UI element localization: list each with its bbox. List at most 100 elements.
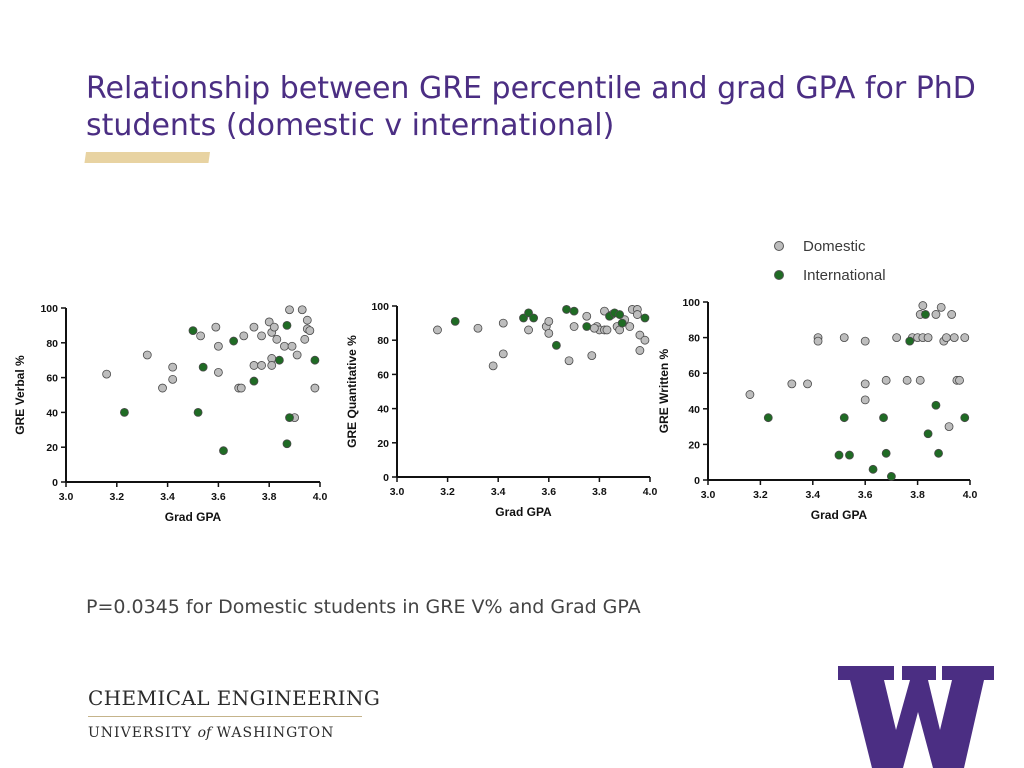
department-wordmark: CHEMICAL ENGINEERING UNIVERSITY of WASHI… [88, 686, 381, 741]
domestic-point [142, 350, 152, 360]
domestic-point [936, 302, 946, 312]
domestic-point [267, 361, 277, 370]
domestic-point [280, 341, 289, 351]
x-axis-title: Grad GPA [811, 508, 868, 522]
domestic-point [635, 346, 645, 355]
domestic-point [881, 375, 891, 385]
domestic-point [196, 331, 206, 341]
international-point [562, 305, 571, 314]
x-tick-label: 3.8 [262, 491, 277, 503]
domestic-point [473, 323, 483, 333]
y-tick-label: 0 [52, 477, 58, 489]
y-tick-label: 80 [46, 338, 58, 350]
domestic-point [942, 333, 951, 343]
x-tick-label: 3.8 [910, 489, 925, 501]
domestic-point [839, 333, 849, 343]
domestic-point [433, 325, 442, 335]
international-point [887, 472, 896, 481]
y-tick-label: 80 [377, 335, 389, 347]
gre-verbal-chart: 0 20 40 60 80 100 3.0 3.2 3.4 3.6 3.8 4.0 Grad GPA GR… [13, 303, 327, 524]
x-axis-title: Grad GPA [165, 510, 222, 524]
x-tick-label: 3.0 [701, 489, 716, 501]
domestic-point [949, 333, 959, 343]
x-tick-label: 3.4 [491, 486, 506, 498]
domestic-point [305, 326, 315, 336]
domestic-point [955, 375, 964, 385]
domestic-point [498, 318, 508, 328]
international-point [282, 320, 292, 330]
domestic-point [564, 356, 574, 366]
domestic-point [931, 310, 941, 319]
international-point [881, 448, 891, 458]
international-point [615, 310, 625, 319]
domestic-point [960, 333, 970, 343]
domestic-point [158, 383, 167, 393]
y-tick-label: 80 [688, 333, 700, 345]
international-point [934, 448, 943, 458]
international-point [285, 413, 294, 423]
y-tick-label: 20 [688, 439, 700, 451]
x-tick-label: 3.0 [59, 491, 74, 503]
domestic-point [236, 383, 246, 393]
y-tick-label: 40 [46, 407, 58, 419]
slide-title: Relationship between GRE percentile and … [86, 71, 976, 143]
x-tick-label: 3.2 [753, 489, 768, 501]
legend-item-domestic: Domestic [770, 236, 886, 256]
y-tick-label: 0 [383, 472, 389, 484]
domestic-point [892, 333, 902, 343]
domestic-point [860, 379, 870, 389]
domestic-point [310, 383, 320, 393]
international-point [923, 429, 933, 439]
y-tick-label: 40 [688, 404, 700, 416]
domestic-point [787, 379, 797, 389]
domestic-point [587, 351, 597, 360]
domestic-point [625, 322, 635, 331]
gre-written-chart: 0 20 40 60 80 100 3.0 3.2 3.4 3.6 3.8 4.0 Grad GPA GR… [657, 297, 977, 522]
gre-quantitative-chart: 0 20 40 60 80 100 3.0 3.2 3.4 3.6 3.8 4.0 Grad GPA GR… [345, 301, 657, 519]
domestic-point [632, 310, 642, 319]
chart-legend: Domestic International [770, 236, 886, 294]
international-point [282, 439, 292, 449]
international-point [905, 336, 915, 346]
y-tick-label: 60 [377, 369, 389, 381]
international-point [529, 313, 539, 323]
domestic-point [211, 322, 221, 332]
international-point [274, 355, 284, 365]
y-tick-label: 100 [682, 297, 700, 309]
domestic-point [239, 331, 249, 341]
domestic-point [860, 336, 870, 346]
international-point [198, 362, 208, 372]
domestic-point [292, 350, 302, 360]
international-point [834, 450, 844, 460]
domestic-point [602, 325, 612, 335]
university-name: UNIVERSITY of WASHINGTON [88, 725, 362, 741]
university-name-end: WASHINGTON [211, 725, 335, 741]
x-tick-label: 4.0 [643, 486, 658, 498]
domestic-point [915, 375, 925, 385]
domestic-point [745, 390, 755, 399]
y-tick-label: 40 [377, 404, 389, 416]
x-axis-title: Grad GPA [495, 505, 552, 519]
international-point [188, 326, 198, 336]
international-point [845, 450, 854, 460]
x-tick-label: 3.8 [592, 486, 607, 498]
domestic-point [297, 305, 307, 315]
domestic-point [498, 349, 508, 359]
domestic-point [285, 305, 294, 315]
domestic-point [257, 361, 266, 370]
international-point [249, 376, 259, 386]
x-tick-label: 4.0 [963, 489, 978, 501]
domestic-point [918, 301, 928, 310]
domestic-point [569, 322, 579, 331]
international-point [763, 413, 773, 423]
scatter-charts: 0 20 40 60 80 100 3.0 3.2 3.4 3.6 3.8 4.0 Grad GPA GR… [13, 297, 977, 524]
domestic-point [860, 395, 870, 405]
domestic-point [264, 317, 274, 327]
y-tick-label: 20 [377, 438, 389, 450]
department-name: CHEMICAL ENGINEERING [88, 686, 381, 710]
international-point [868, 464, 878, 474]
domestic-point [300, 334, 310, 344]
domestic-point [544, 316, 554, 326]
x-tick-label: 3.6 [858, 489, 873, 501]
domestic-point [249, 361, 259, 370]
